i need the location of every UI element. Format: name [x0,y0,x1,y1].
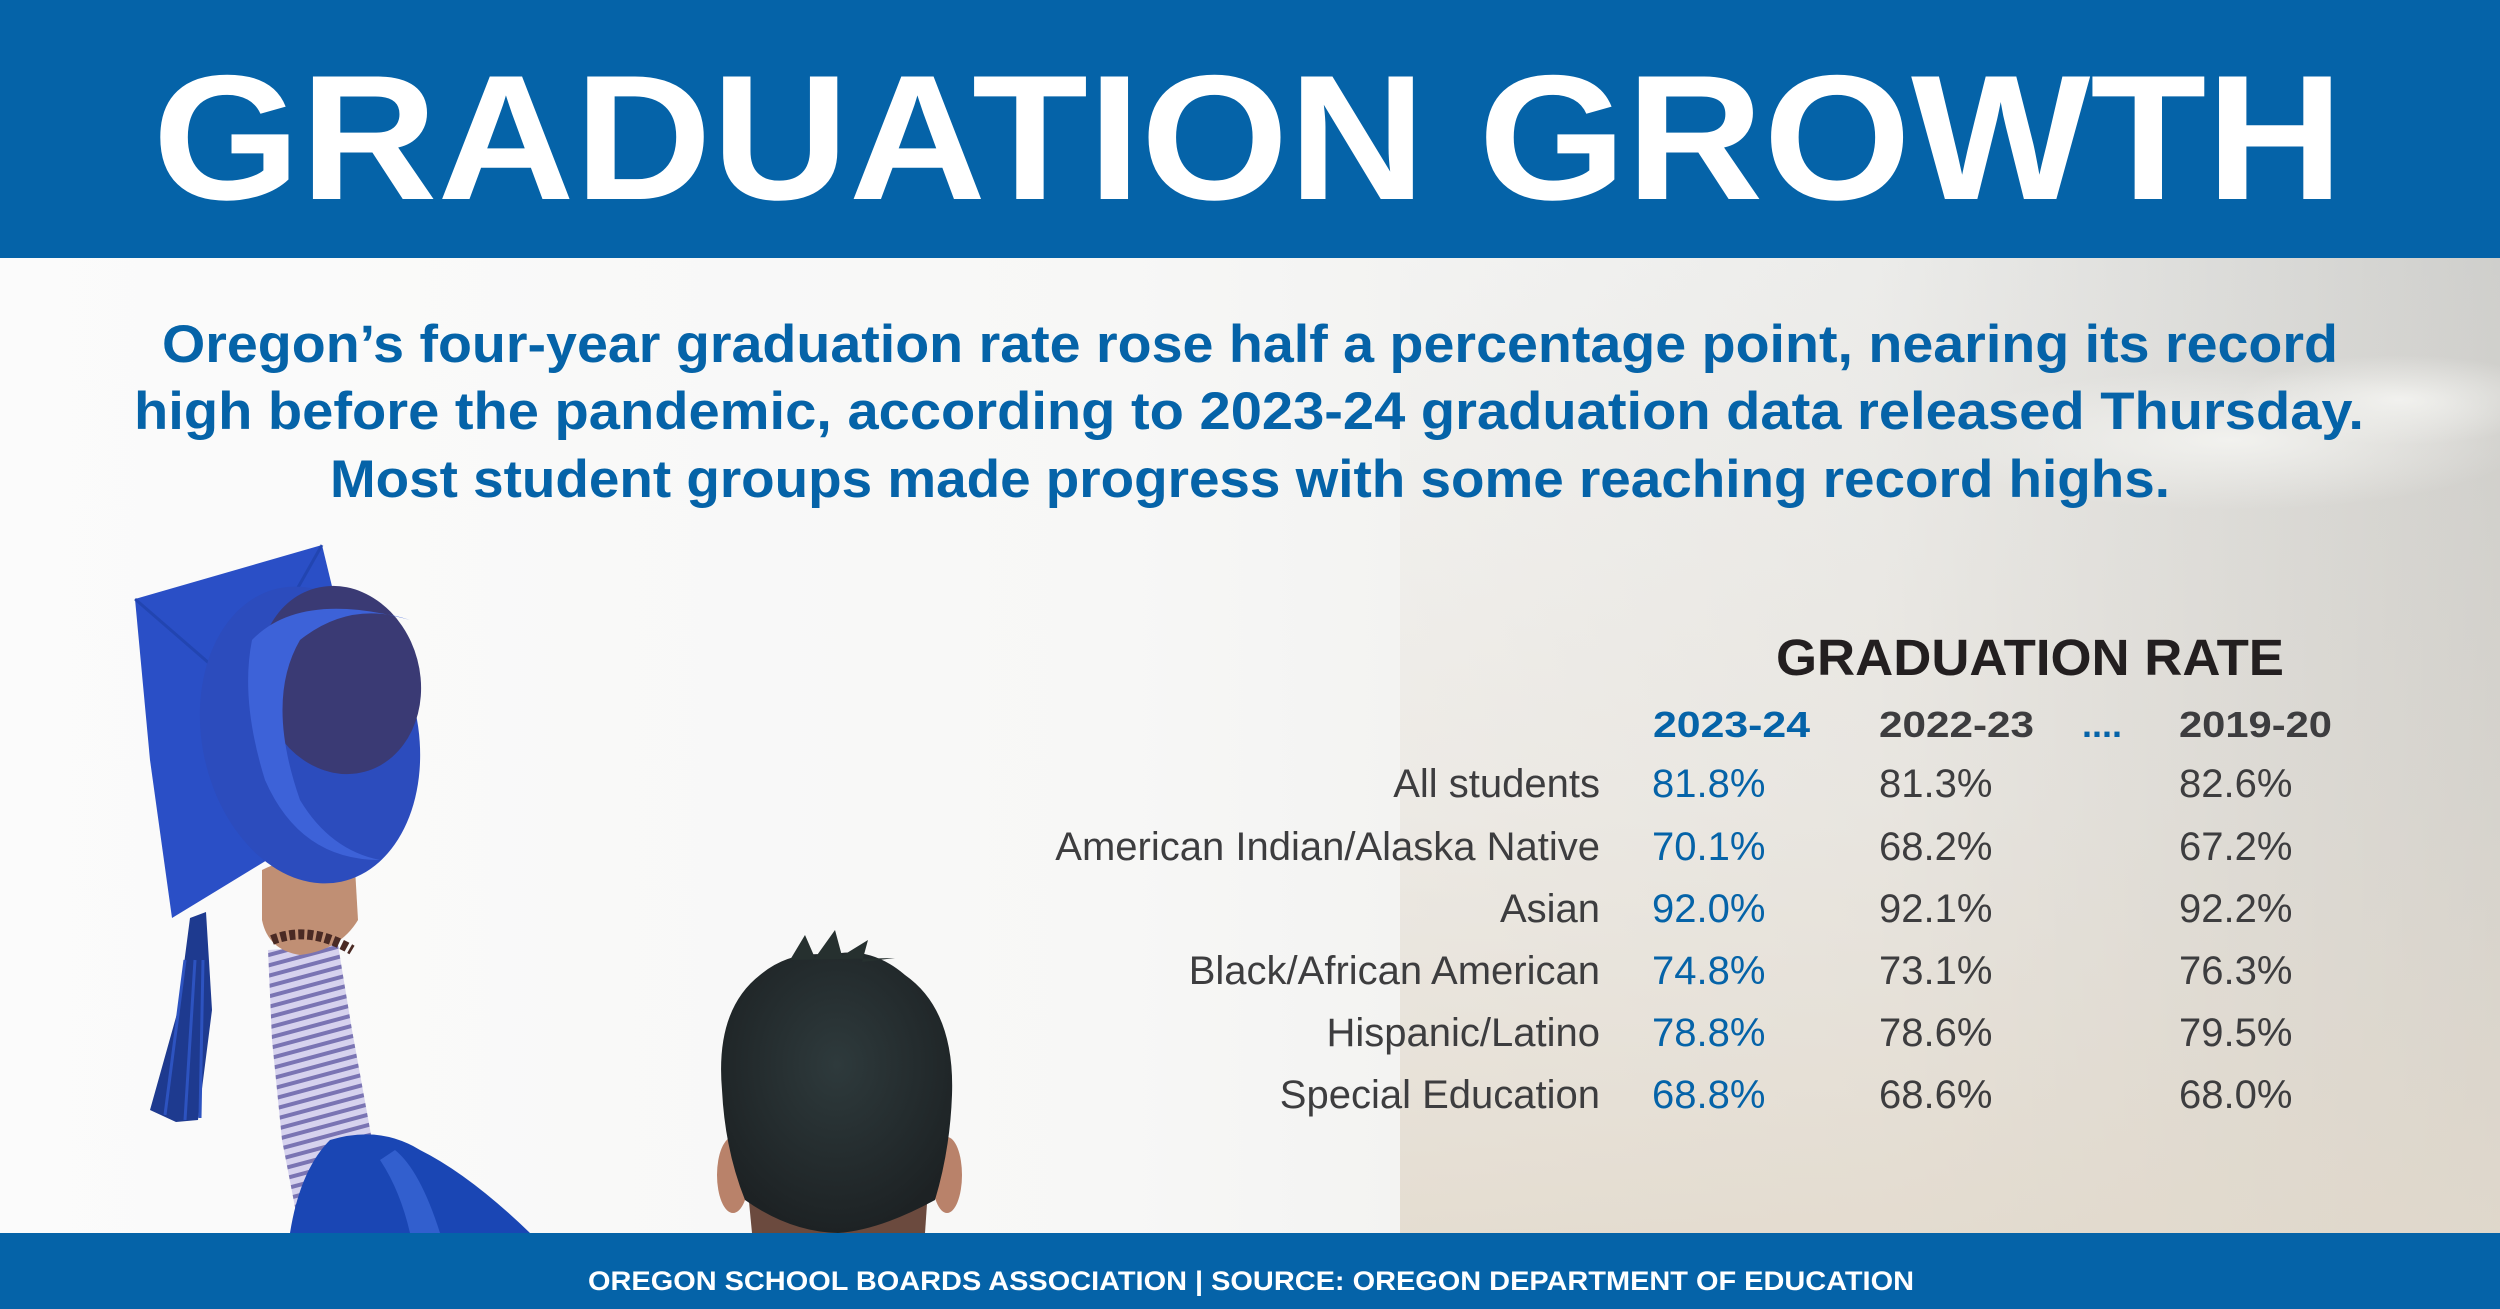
table-row: American Indian/Alaska Native 70.1% 68.2… [1055,825,2292,869]
lede-line: high before the pandemic, according to 2… [134,382,2364,441]
graduate-arm-photo [134,544,530,1233]
tassel-strands [163,959,205,1121]
cell-2023-24: 81.8% [1652,762,1765,806]
row-label: Hispanic/Latino [1327,1011,1601,1055]
hand [262,859,358,955]
bracelet [270,929,355,955]
table-header: 2023-24 2022-23 .... 2019-20 [1653,704,2332,745]
table-row: Black/African American 74.8% 73.1% 76.3% [1189,949,2293,993]
column-gap-ellipsis: .... [2082,704,2122,745]
lede-paragraph: Oregon’s four-year graduation rate rose … [134,315,2364,509]
table-row: Special Education 68.8% 68.6% 68.0% [1280,1073,2293,1117]
table-title: GRADUATION RATE [1776,629,2284,686]
hair [721,952,953,1233]
cell-2019-20: 79.5% [2179,1011,2292,1055]
tassel-icon [150,912,212,1122]
header-banner [0,0,2500,258]
cell-2019-20: 68.0% [2179,1073,2292,1117]
table-row: Asian 92.0% 92.1% 92.2% [1500,887,2292,931]
cell-2023-24: 68.8% [1652,1073,1765,1117]
row-label: All students [1393,762,1600,806]
cell-2022-23: 68.2% [1879,825,1992,869]
cap-rim [248,608,410,860]
footer-credit: OREGON SCHOOL BOARDS ASSOCIATION | SOURC… [588,1266,1914,1296]
row-label: American Indian/Alaska Native [1055,825,1600,869]
cell-2023-24: 74.8% [1652,949,1765,993]
cell-2022-23: 73.1% [1879,949,1992,993]
footer-bar [0,1233,2500,1309]
row-label: Black/African American [1189,949,1600,993]
row-label: Special Education [1280,1073,1600,1117]
column-header-2023-24: 2023-24 [1653,704,1810,745]
lede-line: Oregon’s four-year graduation rate rose … [162,315,2338,374]
table-row: All students 81.8% 81.3% 82.6% [1393,762,2292,806]
cloud [2240,355,2500,445]
table-row: Hispanic/Latino 78.8% 78.6% 79.5% [1327,1011,2293,1055]
column-header-2019-20: 2019-20 [2179,704,2332,745]
cell-2019-20: 67.2% [2179,825,2292,869]
graduate-head-icon [717,930,962,1233]
cell-2022-23: 78.6% [1879,1011,1992,1055]
gown-highlight [380,1150,440,1233]
cell-2019-20: 92.2% [2179,887,2292,931]
lede-line: Most student groups made progress with s… [330,450,2170,509]
cell-2022-23: 68.6% [1879,1073,1992,1117]
cell-2023-24: 78.8% [1652,1011,1765,1055]
cell-2022-23: 92.1% [1879,887,1992,931]
cell-2022-23: 81.3% [1879,762,1992,806]
cell-2019-20: 82.6% [2179,762,2292,806]
hair-spikes [790,930,895,962]
cell-2023-24: 92.0% [1652,887,1765,931]
column-header-2022-23: 2022-23 [1879,704,2034,745]
page-title: GRADUATION GROWTH [153,38,2344,237]
cell-2019-20: 76.3% [2179,949,2292,993]
cell-2023-24: 70.1% [1652,825,1765,869]
row-label: Asian [1500,887,1600,931]
